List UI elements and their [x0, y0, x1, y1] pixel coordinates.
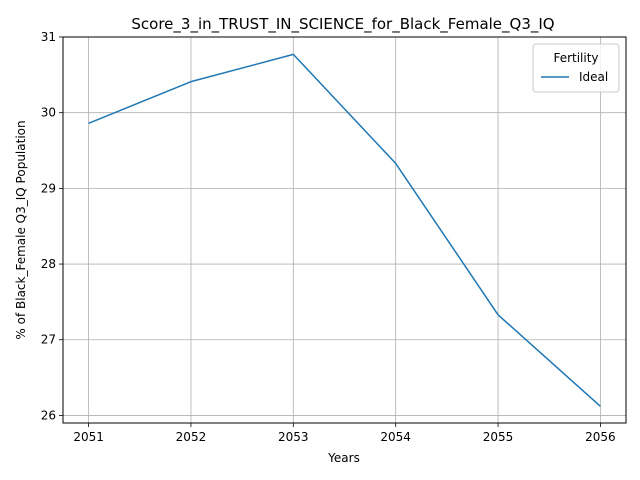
plot-area-frame — [62, 36, 627, 424]
x-tick-label: 2051 — [73, 430, 104, 444]
y-tick-label: 28 — [41, 257, 56, 271]
series-line-ideal — [88, 53, 601, 407]
legend-label-ideal: Ideal — [579, 70, 608, 84]
x-tick-label: 2053 — [278, 430, 309, 444]
y-tick-label: 31 — [41, 30, 56, 44]
x-tick-label: 2054 — [380, 430, 411, 444]
y-tick-label: 30 — [41, 106, 56, 120]
series-lines — [88, 53, 601, 407]
legend: Fertility Ideal — [532, 43, 620, 93]
chart-title: Score_3_in_TRUST_IN_SCIENCE_for_Black_Fe… — [131, 15, 554, 34]
grid-lines — [63, 36, 626, 423]
x-tick-label: 2052 — [176, 430, 207, 444]
y-tick-label: 27 — [41, 333, 56, 347]
x-tick-label: 2056 — [585, 430, 616, 444]
legend-box — [532, 43, 620, 93]
axis-ticks: 2051 2052 2053 2054 2055 2056 26 27 28 29 30 31 — [41, 30, 616, 444]
legend-title: Fertility — [553, 51, 598, 65]
y-axis-label: % of Black_Female Q3_IQ Population — [14, 120, 28, 339]
y-tick-label: 29 — [41, 181, 56, 195]
x-tick-label: 2055 — [483, 430, 514, 444]
x-axis-label: Years — [327, 451, 360, 465]
y-tick-label: 26 — [41, 408, 56, 422]
